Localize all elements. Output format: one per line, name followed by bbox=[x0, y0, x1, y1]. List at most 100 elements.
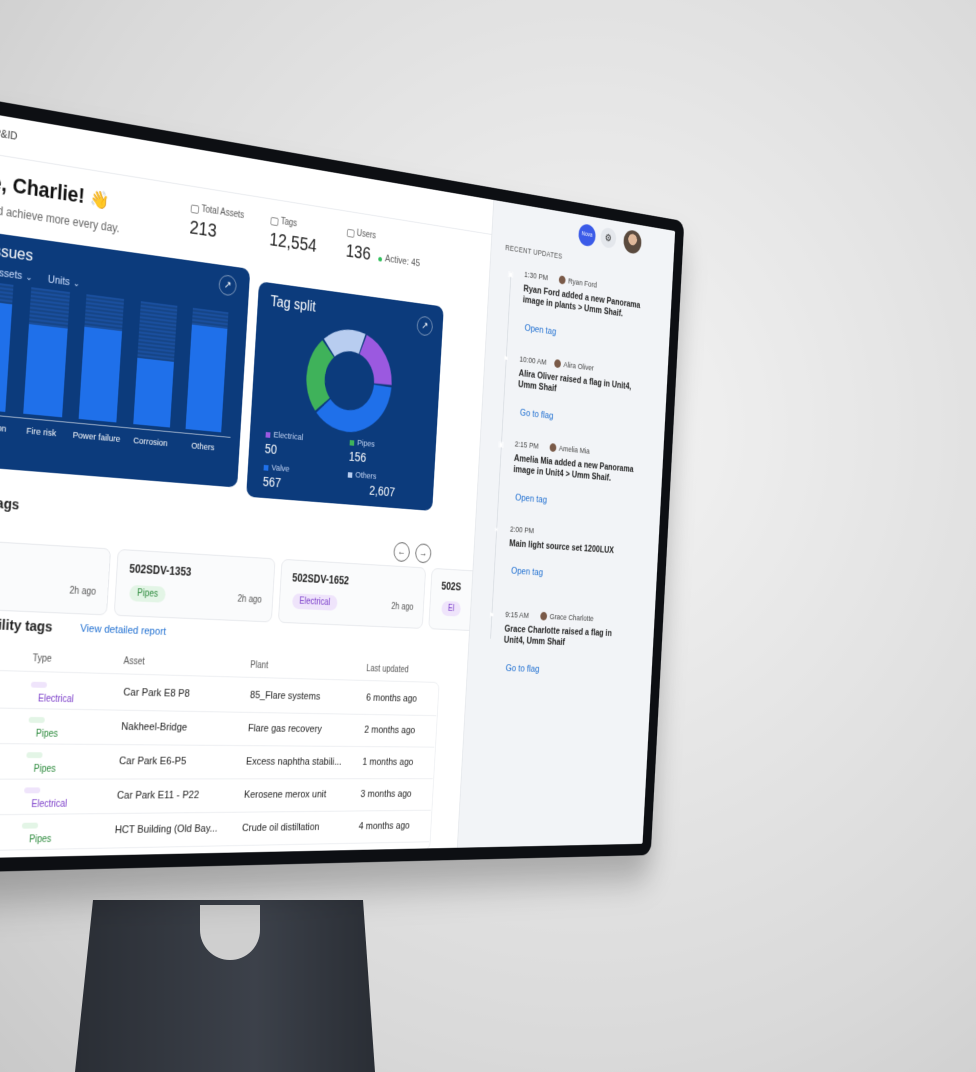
cell: 2 months ago bbox=[363, 724, 416, 736]
legend-swatch bbox=[263, 464, 269, 471]
stat-icon bbox=[346, 228, 355, 238]
type-pill: Pipes bbox=[21, 822, 52, 845]
tag-type-label: Electrical bbox=[299, 596, 331, 608]
update-user: Amelia Mia bbox=[558, 444, 590, 457]
tag-time: 2h ago bbox=[390, 601, 414, 613]
filter-dropdown[interactable]: Units ⌄ bbox=[47, 274, 80, 290]
nav-item[interactable]: P&ID bbox=[0, 127, 18, 143]
update-text: Amelia Mia added a new Panorama image in… bbox=[513, 453, 634, 484]
category-label: Corrosion bbox=[132, 435, 168, 449]
filter-label: Assets bbox=[0, 266, 23, 283]
type-label: Electrical bbox=[37, 693, 74, 705]
type-label: Pipes bbox=[28, 834, 52, 846]
filter-caret: ⌄ bbox=[25, 271, 33, 283]
stat-value: 213 bbox=[189, 217, 218, 242]
greeting-emoji: 👋 bbox=[89, 188, 110, 211]
legend-value: 2,607 bbox=[368, 482, 396, 500]
donut bbox=[297, 317, 401, 444]
sidebar: Nova ⚙ RECENT UPDATES ▣ 1:30 PM Ryan Ford Ryan… bbox=[456, 199, 676, 848]
update-user: Grace Charlotte bbox=[549, 612, 594, 624]
timeline-dot: ⚑ bbox=[502, 354, 509, 364]
update-text: Grace Charlotte raised a flag in Unit4, … bbox=[503, 623, 613, 648]
stand-hole bbox=[200, 905, 260, 960]
cell: Nakheel-Bridge bbox=[120, 721, 188, 734]
update-time: 10:00 AM bbox=[519, 354, 547, 368]
issues-title: ed issues bbox=[0, 237, 34, 265]
cell: Excess naphtha stabili... bbox=[245, 756, 342, 768]
bar bbox=[78, 326, 123, 423]
next-button[interactable]: → bbox=[414, 543, 432, 564]
bar bbox=[185, 324, 228, 433]
type-pill: Pipes bbox=[26, 752, 56, 775]
update-text: Alira Oliver raised a flag in Unit4, Umm… bbox=[517, 368, 632, 394]
stat-icon bbox=[190, 204, 200, 215]
tag-id: 502S bbox=[441, 579, 462, 594]
cell: 85_Flare systems bbox=[249, 689, 321, 703]
tag-card[interactable]: DV-1334ectrical2h ago bbox=[0, 538, 112, 616]
type-pill: Electrical bbox=[24, 787, 67, 810]
user-avatar bbox=[549, 443, 557, 453]
expand-button[interactable]: ↗ bbox=[218, 273, 238, 297]
timeline-dot: ✶ bbox=[493, 525, 500, 535]
expand-button[interactable]: ↗ bbox=[416, 315, 434, 337]
column-header: Last updated bbox=[366, 663, 409, 676]
cell: Car Park E11 - P22 bbox=[116, 789, 200, 802]
tag-type-label: El bbox=[447, 603, 455, 614]
cell: Car Park E8 P8 bbox=[123, 686, 191, 700]
update-link[interactable]: Open tag bbox=[510, 565, 544, 579]
tag-card[interactable]: 502SDV-1353 Pipes 2h ago bbox=[113, 548, 276, 623]
cell: 6 months ago bbox=[365, 692, 418, 705]
tag-card[interactable]: 502SDV-1652 Electrical 2h ago bbox=[277, 558, 427, 629]
category-label: Others bbox=[190, 440, 215, 454]
settings-button[interactable]: ⚙ bbox=[600, 226, 617, 250]
bar bbox=[133, 357, 174, 428]
avatar[interactable] bbox=[623, 228, 642, 255]
update-time: 2:00 PM bbox=[509, 524, 535, 536]
stat-label: Total Assets bbox=[201, 204, 245, 221]
tag-time: 2h ago bbox=[69, 585, 97, 598]
update-time: 9:15 AM bbox=[505, 610, 530, 621]
column-header: Type bbox=[32, 653, 53, 665]
stat-extra: Active: 45 bbox=[384, 253, 421, 270]
filter-label: Units bbox=[47, 273, 71, 289]
tag-type: Electrical bbox=[291, 593, 338, 611]
prev-button[interactable]: ← bbox=[393, 541, 411, 563]
stat-icon bbox=[270, 216, 279, 227]
type-pill: Electrical bbox=[30, 681, 74, 705]
cell: Flare gas recovery bbox=[247, 723, 323, 735]
legend-name: Valve bbox=[271, 462, 290, 475]
user-avatar bbox=[540, 611, 548, 621]
timeline-dot: ▣ bbox=[497, 439, 505, 449]
section-title: ow visibility tags bbox=[0, 615, 53, 636]
update-time: 2:15 PM bbox=[514, 439, 539, 452]
update-link[interactable]: Go to flag bbox=[519, 407, 554, 422]
cell: 1 months ago bbox=[362, 756, 414, 768]
legend-name: Pipes bbox=[356, 438, 376, 450]
stat-value: 136 bbox=[345, 241, 372, 265]
section-title: isited tags bbox=[0, 492, 20, 514]
legend-swatch bbox=[349, 440, 355, 446]
update-user: Ryan Ford bbox=[567, 276, 598, 291]
legend-value: 50 bbox=[264, 441, 278, 457]
user-badge[interactable]: Nova bbox=[578, 223, 597, 248]
stat-label: Tags bbox=[280, 216, 298, 230]
update-link[interactable]: Go to flag bbox=[505, 663, 540, 675]
recent-title: RECENT UPDATES bbox=[505, 243, 563, 261]
category-label: Power failure bbox=[72, 429, 121, 445]
user-avatar bbox=[558, 275, 566, 285]
filter-dropdown[interactable]: Assets ⌄ bbox=[0, 266, 33, 283]
user-avatar bbox=[554, 359, 562, 369]
legend-swatch bbox=[265, 431, 271, 438]
category-label: Malfunction bbox=[0, 419, 7, 435]
cell: HCT Building (Old Bay... bbox=[114, 823, 218, 837]
update-link[interactable]: Open tag bbox=[514, 492, 548, 506]
report-link[interactable]: View detailed report bbox=[79, 622, 167, 638]
legend-swatch bbox=[347, 472, 353, 478]
legend-name: Others bbox=[355, 470, 377, 482]
update-link[interactable]: Open tag bbox=[524, 322, 557, 338]
